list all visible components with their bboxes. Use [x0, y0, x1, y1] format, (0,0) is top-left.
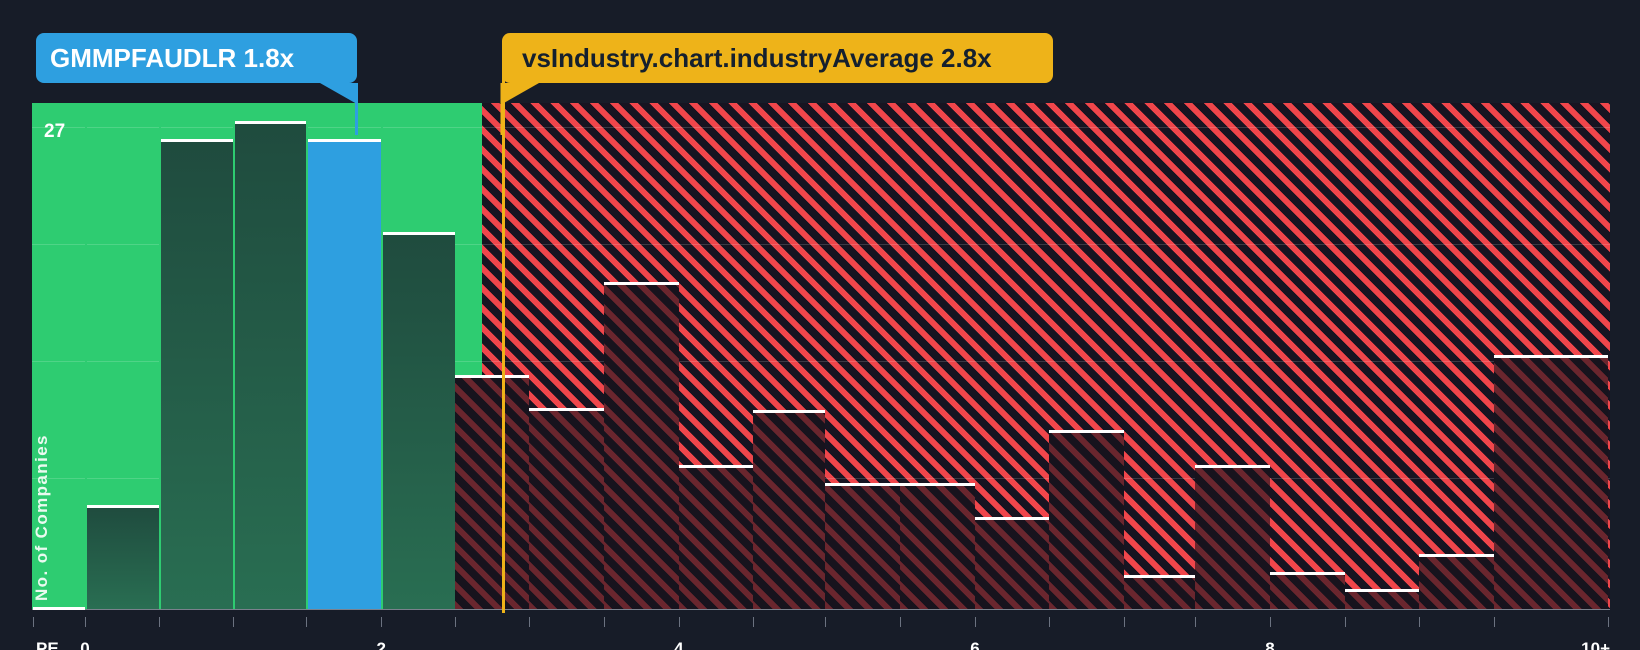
svg-text:vsIndustry.chart.industryAvera: vsIndustry.chart.industryAverage 2.8x — [522, 43, 992, 73]
svg-text:GMMPFAUDLR 1.8x: GMMPFAUDLR 1.8x — [50, 43, 295, 73]
